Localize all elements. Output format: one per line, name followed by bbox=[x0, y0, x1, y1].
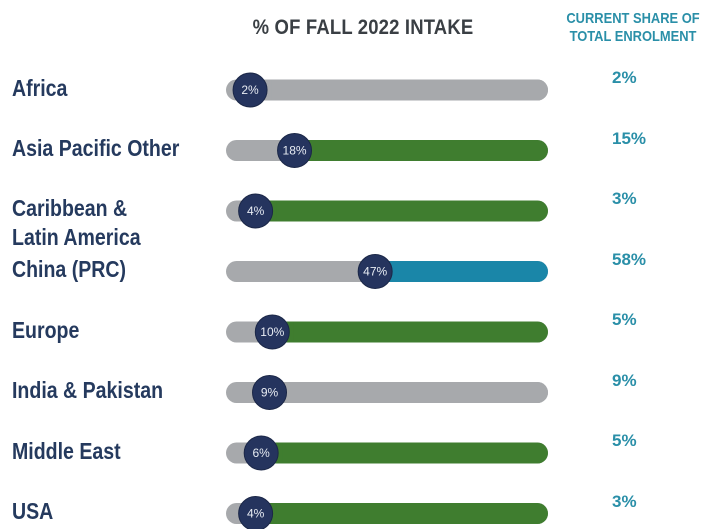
share-label: 3% bbox=[612, 491, 637, 511]
bar bbox=[272, 321, 548, 343]
category-label: USA bbox=[12, 498, 54, 524]
knob-label: 18% bbox=[283, 144, 307, 158]
knob bbox=[243, 435, 279, 471]
knob-label: 10% bbox=[260, 325, 284, 339]
category-label: China (PRC) bbox=[12, 256, 127, 282]
knob bbox=[252, 375, 288, 410]
share-label: 3% bbox=[612, 189, 637, 208]
knob-label: 47% bbox=[363, 265, 387, 279]
bar bbox=[375, 261, 548, 282]
bar bbox=[294, 140, 548, 161]
bar bbox=[255, 503, 548, 524]
share-label: 2% bbox=[612, 68, 637, 87]
knob bbox=[277, 133, 313, 168]
knob-label: 6% bbox=[253, 446, 271, 460]
knob-label: 4% bbox=[247, 507, 265, 521]
chart-title: % OF FALL 2022 INTAKE bbox=[252, 16, 474, 39]
category-label: Caribbean & Latin America bbox=[12, 195, 141, 250]
category-label: Middle East bbox=[12, 437, 121, 464]
bar bbox=[250, 79, 548, 101]
share-label: 9% bbox=[612, 370, 637, 390]
share-label: 15% bbox=[612, 128, 647, 148]
knob-label: 4% bbox=[247, 204, 265, 218]
category-label: India & Pakistan bbox=[12, 377, 164, 403]
category-label: Asia Pacific Other bbox=[12, 135, 180, 161]
knob bbox=[238, 193, 274, 229]
bar bbox=[269, 382, 548, 403]
share-label: 58% bbox=[612, 249, 647, 269]
share-label: 5% bbox=[612, 431, 637, 450]
bar bbox=[261, 442, 548, 464]
share-title: CURRENT SHARE OF TOTAL ENROLMENT bbox=[566, 10, 700, 45]
category-label: Europe bbox=[12, 316, 80, 343]
knob-label: 9% bbox=[261, 386, 279, 400]
category-label: Africa bbox=[12, 74, 68, 101]
knob-label: 2% bbox=[241, 83, 259, 97]
knob bbox=[238, 496, 274, 529]
knob bbox=[232, 72, 268, 108]
knob bbox=[357, 254, 393, 289]
share-label: 5% bbox=[612, 310, 637, 329]
knob bbox=[254, 314, 290, 350]
bar bbox=[255, 200, 548, 222]
